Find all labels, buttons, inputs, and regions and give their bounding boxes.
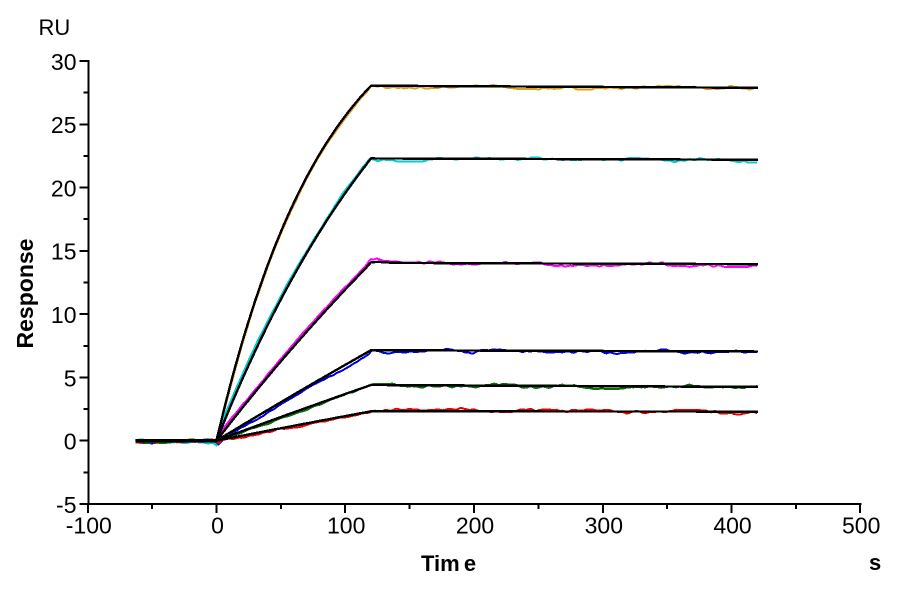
- svg-text:0: 0: [211, 513, 224, 539]
- svg-text:-5: -5: [56, 492, 76, 518]
- svg-text:15: 15: [51, 239, 77, 265]
- svg-text:RU: RU: [39, 15, 71, 40]
- svg-text:25: 25: [51, 112, 77, 138]
- svg-text:5: 5: [64, 365, 77, 391]
- svg-text:30: 30: [51, 49, 77, 75]
- svg-text:400: 400: [713, 513, 751, 539]
- svg-text:20: 20: [51, 176, 77, 202]
- svg-text:Tim e: Tim e: [421, 551, 476, 576]
- svg-text:300: 300: [585, 513, 623, 539]
- svg-text:-100: -100: [66, 513, 112, 539]
- svg-text:500: 500: [842, 513, 880, 539]
- svg-text:200: 200: [456, 513, 494, 539]
- svg-text:s: s: [869, 550, 881, 575]
- svg-text:100: 100: [327, 513, 365, 539]
- svg-text:0: 0: [64, 429, 77, 455]
- svg-text:Response: Response: [12, 239, 38, 349]
- svg-text:10: 10: [51, 302, 77, 328]
